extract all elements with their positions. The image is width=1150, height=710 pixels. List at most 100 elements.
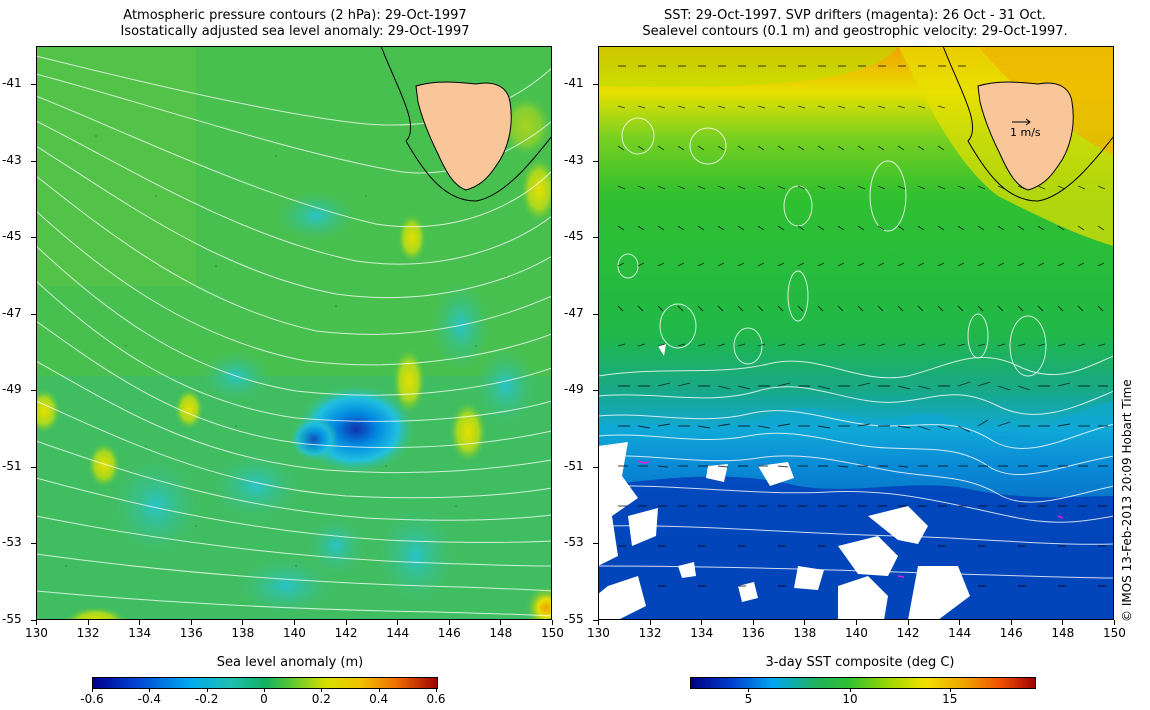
right-lat-tick — [593, 237, 598, 238]
right-lat-tick-label: -55 — [564, 611, 584, 626]
right-lon-tick — [752, 620, 754, 625]
right-lon-tick — [1062, 620, 1064, 625]
right-lat-tick — [593, 160, 598, 162]
left-lat-tick-label: -41 — [2, 76, 22, 90]
left-lat-tick-label: -43 — [2, 152, 22, 167]
credit-text: © IMOS 13-Feb-2013 20:09 Hobart Time — [1120, 379, 1134, 622]
left-lon-tick-label: 146 — [437, 626, 461, 640]
left-lat-tick-label: -53 — [2, 535, 22, 549]
right-lon-tick-label: 144 — [948, 626, 972, 640]
left-lon-tick — [294, 620, 295, 625]
left-colorbar-tick-label: 0 — [260, 692, 268, 706]
right-lon-tick-label: 132 — [638, 626, 662, 640]
left-lat-tick-label: -55 — [2, 611, 22, 626]
left-colorbar-tick-label: -0.2 — [194, 692, 219, 706]
left-lat-tick — [31, 619, 36, 621]
right-lon-tick — [804, 620, 806, 625]
left-colorbar-tick-label: -0.6 — [80, 692, 104, 706]
left-colorbar-tick-label: 0.6 — [426, 692, 446, 706]
right-lat-tick-label: -43 — [564, 152, 584, 167]
tasmania-landmass — [415, 81, 512, 191]
right-lon-tick — [856, 620, 857, 625]
left-colorbar-tick — [92, 688, 93, 692]
left-lon-tick — [448, 620, 450, 625]
left-lat-tick — [31, 84, 36, 85]
right-lat-tick-label: -49 — [564, 382, 584, 396]
right-lat-tick-label: -45 — [564, 229, 584, 243]
left-lon-tick — [345, 620, 347, 625]
right-lat-tick-label: -53 — [564, 535, 584, 549]
right-colorbar-title: 3-day SST composite (deg C) — [765, 655, 955, 670]
left-colorbar-tick-label: 0.4 — [369, 692, 389, 706]
left-lon-tick-label: 148 — [489, 626, 513, 640]
left-title-line1: Atmospheric pressure contours (2 hPa): 2… — [123, 8, 467, 23]
left-colorbar-tick — [321, 688, 323, 692]
left-colorbar-tick — [206, 688, 208, 692]
left-lon-tick-label: 140 — [283, 626, 306, 640]
left-lat-tick — [31, 466, 36, 468]
right-lat-tick-label: -41 — [564, 76, 584, 90]
right-colorbar-tick-label: 10 — [842, 692, 858, 706]
left-title-line2: Isostatically adjusted sea level anomaly… — [120, 24, 470, 39]
right-lon-tick — [701, 620, 703, 625]
right-lon-tick — [907, 620, 909, 625]
right-lat-tick — [593, 390, 598, 391]
left-colorbar-tick-label: 0.2 — [311, 692, 331, 706]
right-lon-tick — [1010, 620, 1012, 625]
right-lon-tick — [959, 620, 961, 625]
right-map-title: SST: 29-Oct-1997. SVP drifters (magenta)… — [590, 8, 1120, 40]
right-lat-tick — [593, 84, 598, 85]
left-lon-tick — [552, 620, 553, 625]
right-title-line1: SST: 29-Oct-1997. SVP drifters (magenta)… — [664, 8, 1046, 23]
left-map-frame — [36, 46, 552, 620]
left-colorbar-tick — [378, 688, 380, 692]
left-lat-tick-label: -45 — [2, 229, 22, 243]
left-lat-tick-label: -49 — [2, 382, 22, 396]
right-lat-tick — [593, 619, 598, 621]
right-lon-tick — [1114, 620, 1115, 625]
left-lat-tick — [31, 390, 36, 391]
left-lon-tick-label: 142 — [334, 626, 358, 640]
right-colorbar-tick-label: 15 — [942, 692, 958, 706]
right-lon-tick-label: 142 — [896, 626, 920, 640]
left-colorbar-title: Sea level anomaly (m) — [216, 655, 364, 670]
left-lat-tick — [31, 543, 36, 544]
right-lon-tick-label: 146 — [999, 626, 1023, 640]
left-lon-tick — [87, 620, 89, 625]
left-lon-tick — [190, 620, 192, 625]
right-colorbar-tick — [949, 688, 951, 692]
left-lat-tick — [31, 313, 36, 315]
sea-level-anomaly-map — [36, 46, 552, 620]
left-lon-tick-label: 150 — [541, 626, 564, 640]
left-lon-tick-label: 136 — [179, 626, 203, 640]
right-lon-tick-label: 148 — [1051, 626, 1075, 640]
left-lon-tick-label: 132 — [76, 626, 100, 640]
left-colorbar-tick — [149, 688, 151, 692]
right-lat-tick-label: -51 — [564, 458, 584, 473]
right-title-line2: Sealevel contours (0.1 m) and geostrophi… — [642, 24, 1068, 39]
left-lon-tick-label: 130 — [25, 626, 48, 640]
right-lon-tick-label: 136 — [741, 626, 765, 640]
right-lon-tick-label: 150 — [1103, 626, 1126, 640]
left-lat-tick-label: -47 — [2, 305, 22, 320]
right-lon-tick-label: 134 — [690, 626, 714, 640]
left-colorbar-tick-label: -0.4 — [137, 692, 162, 706]
right-colorbar-tick — [849, 688, 851, 692]
left-map-title: Atmospheric pressure contours (2 hPa): 2… — [30, 8, 560, 40]
right-lon-tick-label: 140 — [845, 626, 868, 640]
right-lon-tick-label: 130 — [587, 626, 610, 640]
left-lat-tick — [31, 160, 36, 162]
right-colorbar-tick-label: 5 — [744, 692, 753, 706]
left-colorbar-tick — [436, 688, 437, 692]
left-lon-tick-label: 138 — [231, 626, 255, 640]
left-lon-tick — [397, 620, 399, 625]
left-lon-tick — [139, 620, 141, 625]
left-lon-tick — [500, 620, 502, 625]
left-lon-tick-label: 144 — [386, 626, 410, 640]
right-lon-tick — [649, 620, 651, 625]
right-colorbar-tick — [748, 688, 750, 692]
right-lat-tick — [593, 313, 598, 315]
sst-map: 1 m/s — [598, 46, 1114, 620]
left-colorbar-tick — [264, 688, 265, 692]
left-lon-tick — [36, 620, 37, 625]
